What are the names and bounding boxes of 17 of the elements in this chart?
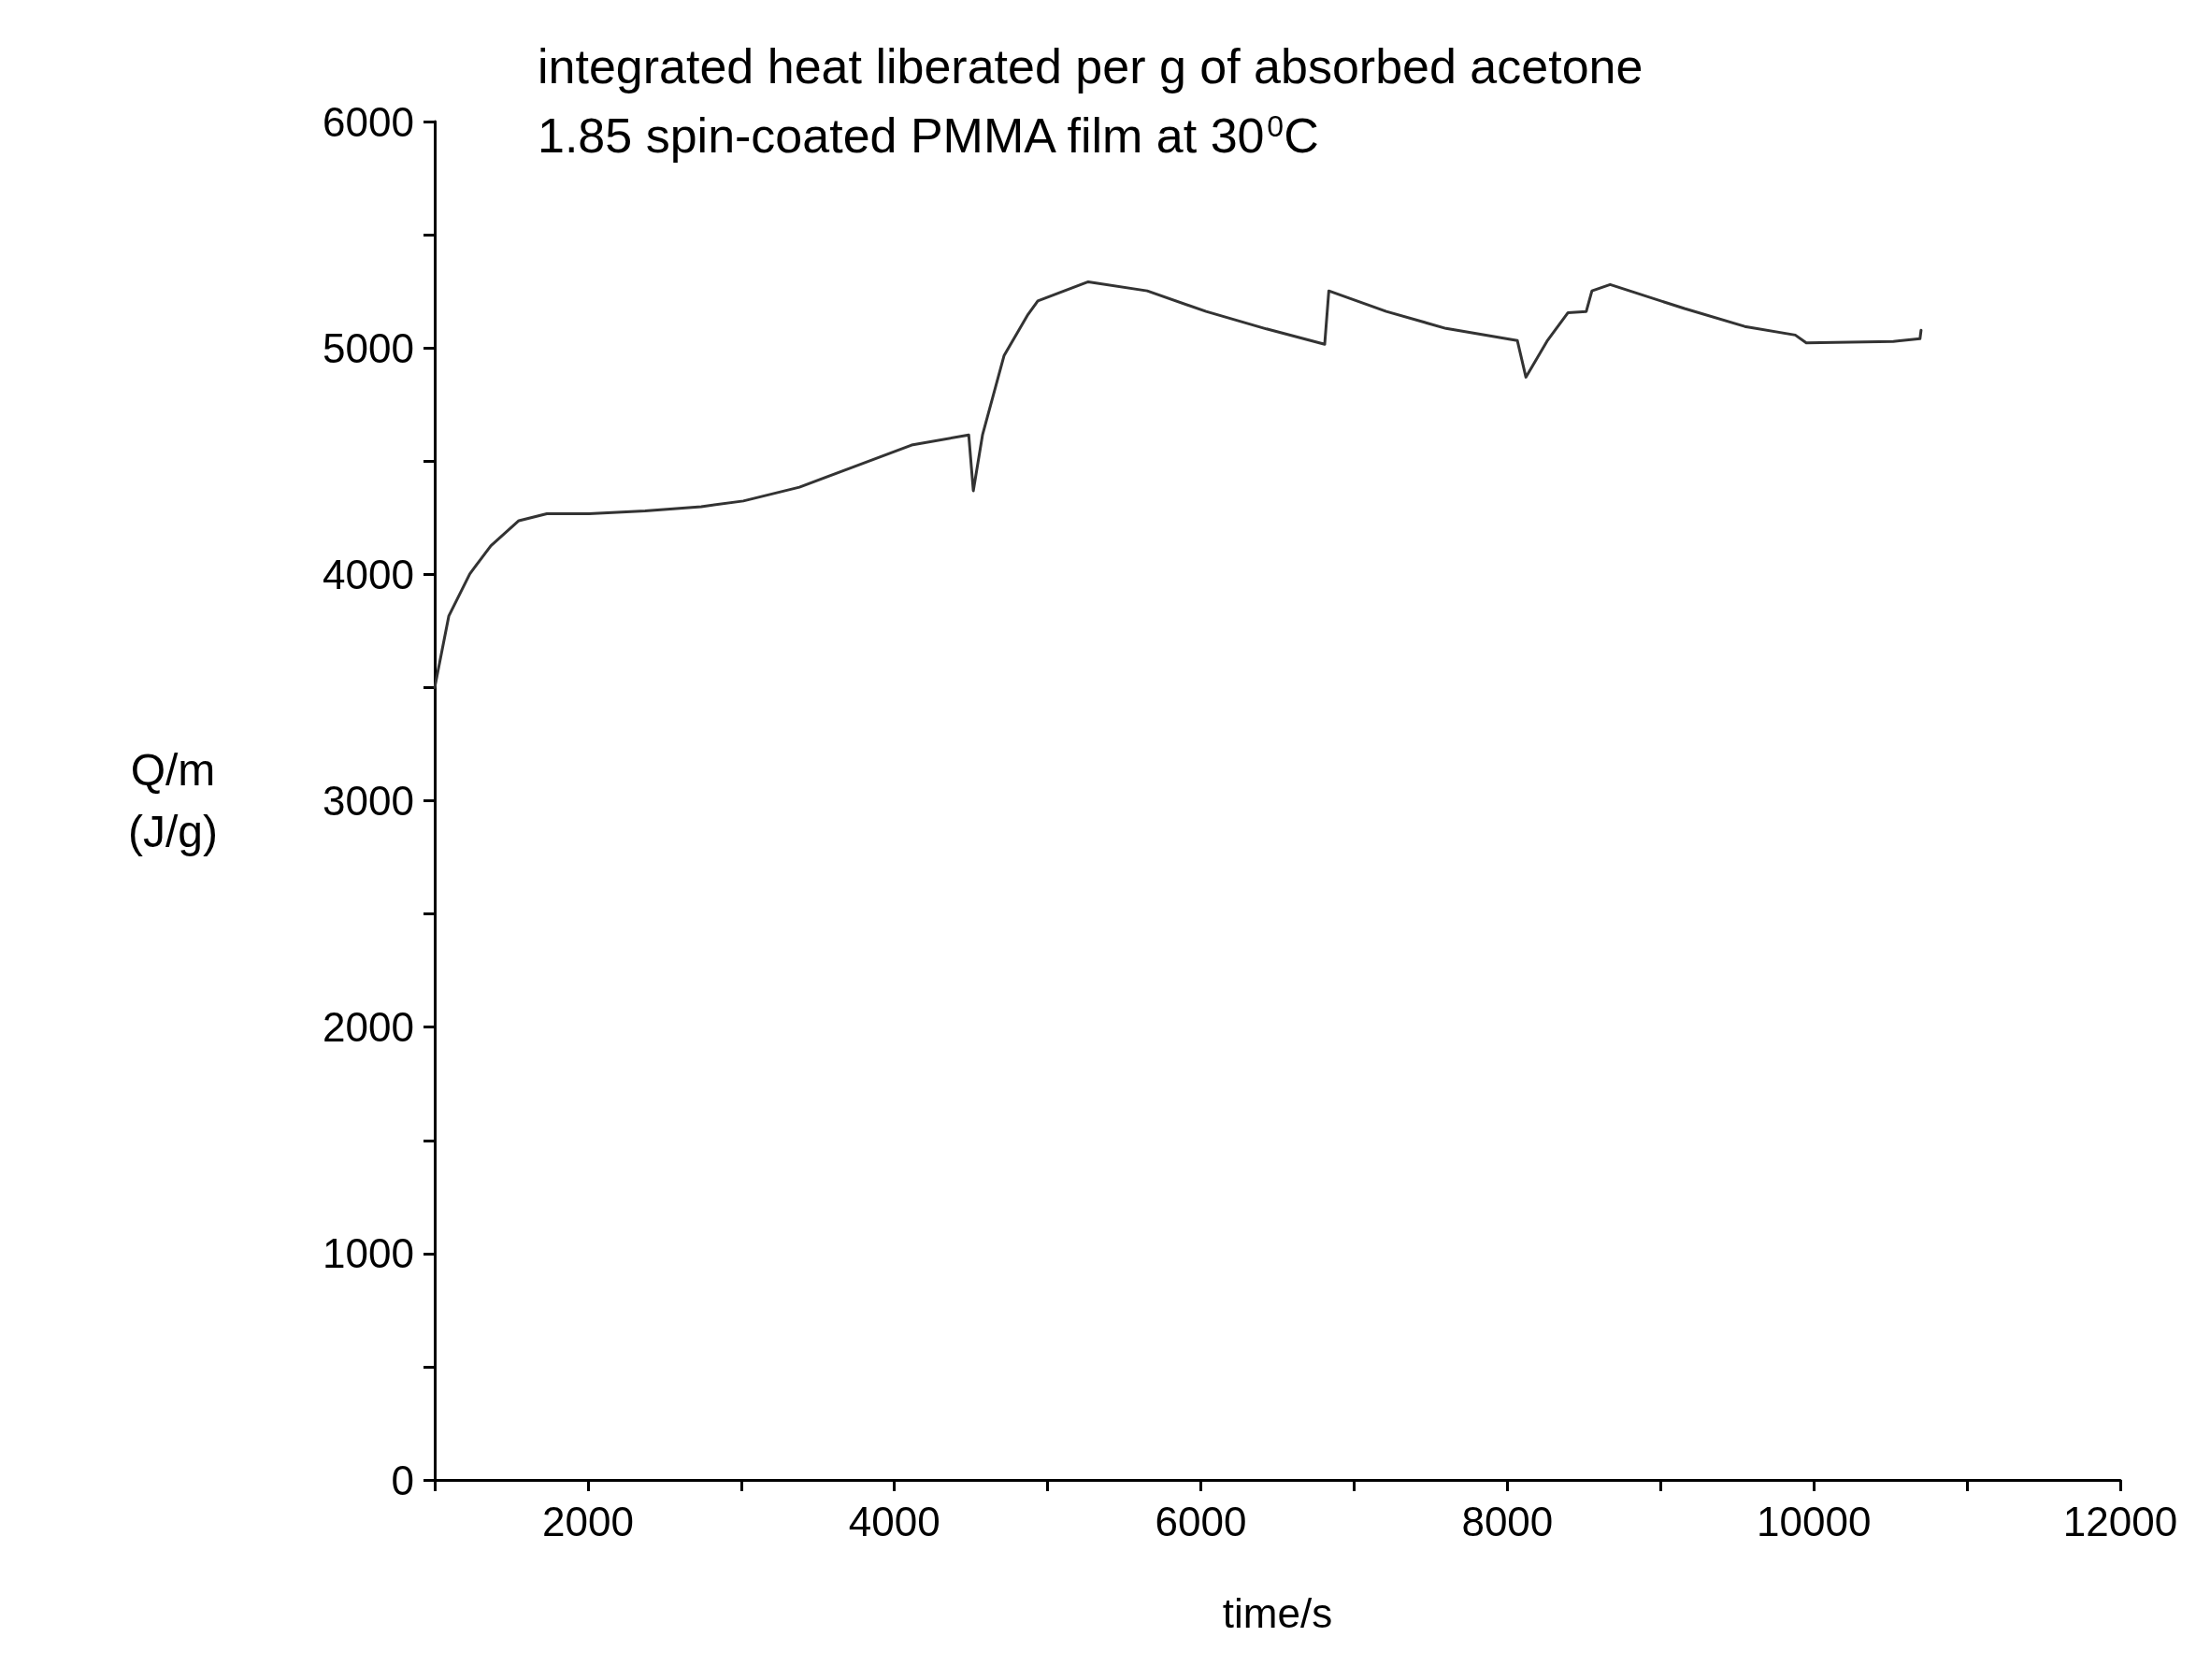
chart-title: integrated heat liberated per g of absorbed acetone <box>538 39 1643 93</box>
y-tick-label: 0 <box>391 1457 414 1503</box>
y-tick-label: 3000 <box>323 778 414 824</box>
x-tick-label: 10000 <box>1757 1498 1872 1544</box>
y-tick-label: 2000 <box>323 1004 414 1051</box>
x-tick-label: 4000 <box>848 1498 940 1544</box>
y-tick-label: 6000 <box>323 98 414 145</box>
y-tick-label: 1000 <box>323 1230 414 1277</box>
x-tick-label: 8000 <box>1461 1498 1554 1544</box>
x-tick-label: 2000 <box>541 1498 634 1544</box>
y-tick-label: 5000 <box>323 324 414 371</box>
y-tick-label: 4000 <box>323 551 414 597</box>
line-series <box>433 280 1923 689</box>
y-axis-title: Q/m (J/g) <box>128 745 218 856</box>
x-axis-title: time/s <box>1222 1589 1333 1636</box>
x-tick-label: 6000 <box>1155 1498 1247 1544</box>
x-tick-label: 12000 <box>2062 1498 2178 1544</box>
